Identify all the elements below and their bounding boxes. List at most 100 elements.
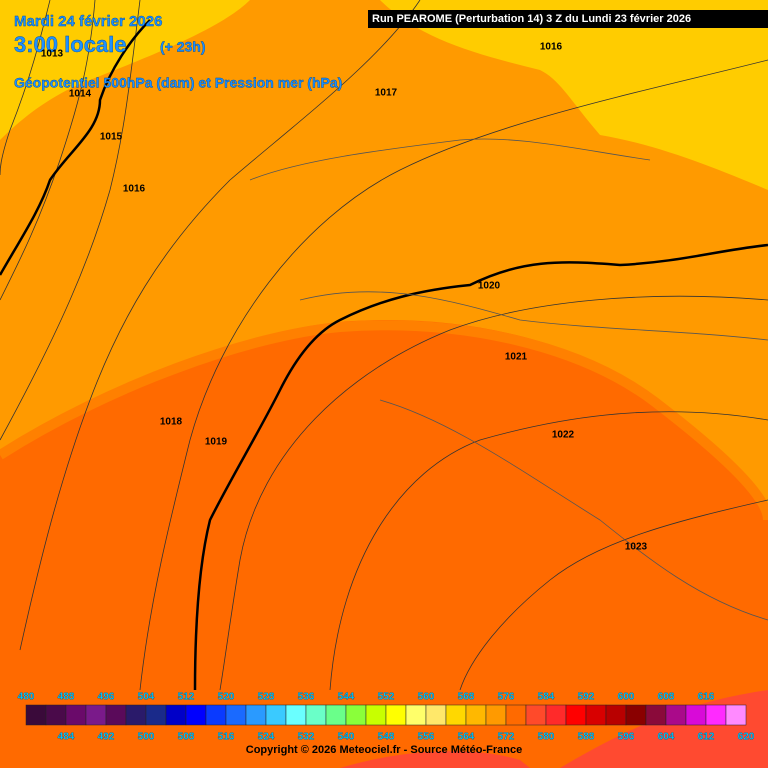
color-swatch <box>325 704 347 726</box>
legend-label: 500 <box>138 732 155 743</box>
legend-label: 524 <box>258 732 275 743</box>
legend-label: 588 <box>578 732 595 743</box>
date: Mardi 24 février 2026 <box>14 13 162 30</box>
legend-label: 564 <box>458 732 475 743</box>
color-swatch <box>405 704 427 726</box>
isobar-label: 1017 <box>375 88 398 99</box>
legend-label: 604 <box>658 732 675 743</box>
isobar-label: 1016 <box>540 42 563 53</box>
run-info: Run PEAROME (Perturbation 14) 3 Z du Lun… <box>372 13 691 25</box>
legend-label: 572 <box>498 732 515 743</box>
field-band <box>380 0 768 190</box>
legend-label: 620 <box>738 732 755 743</box>
color-swatch <box>505 704 527 726</box>
legend-label: 532 <box>298 732 315 743</box>
legend-label: 592 <box>578 692 595 703</box>
isobar <box>459 499 768 691</box>
color-swatch <box>485 704 507 726</box>
field-band <box>340 751 530 768</box>
color-swatch <box>605 704 627 726</box>
legend-label: 520 <box>218 692 235 703</box>
legend-label: 608 <box>658 692 675 703</box>
legend-label: 576 <box>498 692 515 703</box>
isobar-label: 1016 <box>123 184 146 195</box>
legend-label: 580 <box>538 732 555 743</box>
color-swatch <box>185 704 207 726</box>
color-swatch <box>345 704 367 726</box>
legend-label: 512 <box>178 692 195 703</box>
color-swatch <box>385 704 407 726</box>
legend-label: 528 <box>258 692 275 703</box>
legend-label: 600 <box>618 692 635 703</box>
isobar-label: 1019 <box>205 437 228 448</box>
color-swatch <box>465 704 487 726</box>
legend-label: 556 <box>418 732 435 743</box>
isobar <box>219 295 768 691</box>
field-name: Géopotentiel 500hPa (dam) et Pression me… <box>14 75 342 91</box>
color-swatch <box>285 704 307 726</box>
run-bar <box>368 10 768 28</box>
isobar <box>0 0 141 441</box>
isobar <box>19 0 421 651</box>
isobar-label: 1015 <box>100 132 123 143</box>
legend-label: 496 <box>98 692 115 703</box>
legend-label: 516 <box>218 732 235 743</box>
color-swatch <box>245 704 267 726</box>
color-swatch <box>45 704 67 726</box>
color-swatch <box>645 704 667 726</box>
legend-label: 612 <box>698 732 715 743</box>
color-swatch <box>265 704 287 726</box>
legend-label: 584 <box>538 692 555 703</box>
region-lines <box>249 138 768 621</box>
color-swatch <box>205 704 227 726</box>
legend-label: 540 <box>338 732 355 743</box>
isobar-label: 1023 <box>625 542 648 553</box>
color-swatch <box>425 704 447 726</box>
field-edge <box>0 320 768 521</box>
color-swatch <box>565 704 587 726</box>
color-swatch <box>585 704 607 726</box>
color-swatch <box>65 704 87 726</box>
legend-label: 508 <box>178 732 195 743</box>
copyright: Copyright © 2026 Meteociel.fr - Source M… <box>246 744 522 756</box>
color-swatch <box>625 704 647 726</box>
legend-label: 480 <box>18 692 35 703</box>
isobar-label: 1018 <box>160 417 183 428</box>
color-swatch <box>365 704 387 726</box>
legend-label: 568 <box>458 692 475 703</box>
color-swatch <box>305 704 327 726</box>
isobar <box>0 0 96 301</box>
color-swatch <box>125 704 147 726</box>
legend-label: 544 <box>338 692 355 703</box>
isobar-label: 1020 <box>478 281 501 292</box>
color-swatch <box>225 704 247 726</box>
color-swatch <box>545 704 567 726</box>
color-swatch <box>25 704 47 726</box>
field-band <box>0 0 250 140</box>
legend-label: 484 <box>58 732 75 743</box>
legend-label: 560 <box>418 692 435 703</box>
legend-label: 492 <box>98 732 115 743</box>
color-swatch <box>685 704 707 726</box>
color-swatch <box>85 704 107 726</box>
lead-time: (+ 23h) <box>160 39 206 55</box>
legend-label: 616 <box>698 692 715 703</box>
isobar-label: 1013 <box>41 49 64 60</box>
color-swatch <box>165 704 187 726</box>
legend-label: 488 <box>58 692 75 703</box>
isobar <box>0 0 51 176</box>
legend-label: 552 <box>378 692 395 703</box>
isobar-label: 1022 <box>552 430 575 441</box>
color-swatch <box>145 704 167 726</box>
isobar-label: 1014 <box>69 89 92 100</box>
color-swatch <box>445 704 467 726</box>
isobar-label: 1021 <box>505 352 528 363</box>
legend-label: 504 <box>138 692 155 703</box>
legend-label: 548 <box>378 732 395 743</box>
time: 3:00 locale <box>14 32 127 57</box>
legend-label: 596 <box>618 732 635 743</box>
isobar <box>329 411 768 691</box>
isobar <box>139 59 768 691</box>
border <box>193 243 768 691</box>
